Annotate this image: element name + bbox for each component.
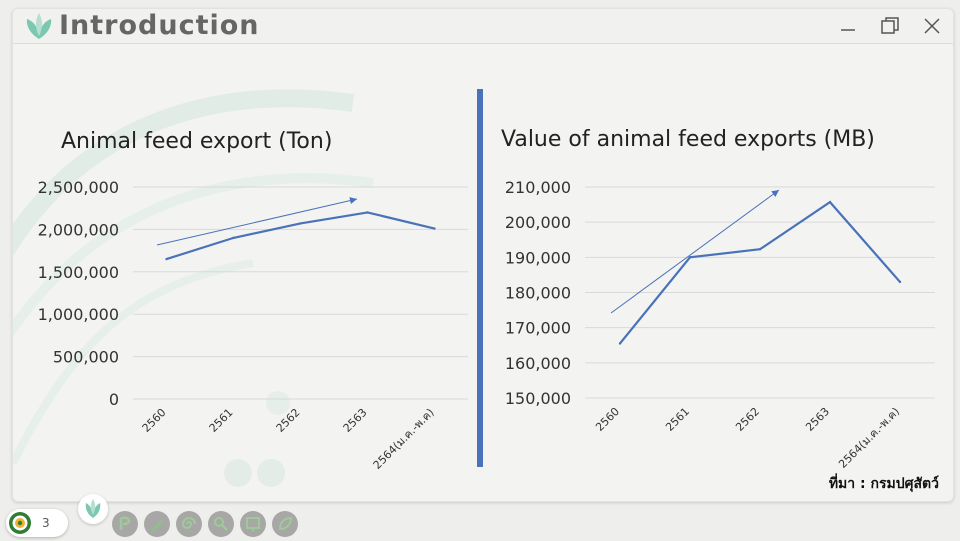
data-point [232,236,235,240]
close-button[interactable] [921,15,943,37]
screen-icon [246,517,260,531]
right-chart-title: Value of animal feed exports (MB) [501,127,875,152]
left-chart-title: Animal feed export (Ton) [61,129,333,154]
y-tick-label: 0 [109,390,119,409]
x-tick-label: 2560 [140,406,169,435]
data-point [758,248,762,251]
magnifier-icon [214,517,228,531]
floating-leaf-button[interactable] [78,494,108,524]
restore-button[interactable] [879,15,901,37]
pencil-tool-button[interactable] [144,511,170,537]
data-point [299,222,302,225]
x-tick-label: 2561 [207,406,236,435]
y-tick-label: 190,000 [505,248,571,267]
minimize-icon [841,29,855,31]
slide-window: Introduction Animal feed export (Ton) Va… [12,8,954,502]
source-note: ที่มา : กรมปศุสัตว์ [828,476,939,492]
x-tick-label: 2562 [274,406,303,435]
x-tick-label: 2564(ม.ค.-พ.ค) [836,405,902,471]
data-point [165,257,168,261]
pencil-icon [151,520,163,532]
y-tick-label: 170,000 [505,319,571,338]
zoom-tool-button[interactable] [208,511,234,537]
right-line-chart: 150,000 160,000 170,000 180,000 190,000 200,0… [505,178,935,471]
page-indicator[interactable]: 3 [6,509,68,537]
spiral-icon [181,517,196,529]
series-line [166,211,435,261]
leaf-icon [85,499,101,518]
x-tick-label: 2563 [341,406,370,435]
department-seal-icon [9,512,31,534]
y-tick-label: 160,000 [505,354,571,373]
x-tick-label: 2560 [593,405,622,434]
page-number: 3 [42,516,50,530]
pen-tool-button[interactable] [112,511,138,537]
trend-arrow-line [156,198,358,246]
series-line [619,200,901,345]
y-tick-label: 150,000 [505,389,571,408]
minimize-button[interactable] [837,15,859,37]
leaf-nav-icon [278,516,293,531]
y-tick-label: 500,000 [53,348,119,367]
screen-tool-button[interactable] [240,511,266,537]
x-tick-label: 2561 [663,405,692,434]
data-point [366,211,369,214]
pen-icon [119,516,131,530]
x-tick-label: 2562 [733,405,762,434]
y-tick-label: 210,000 [505,178,571,197]
data-point [828,200,832,204]
data-point [433,227,436,230]
trend-arrow-head [771,190,779,197]
bottom-toolbar: 3 [0,500,960,540]
leaf-logo-icon [26,13,52,39]
trend-arrow-head [349,197,357,204]
data-point [898,280,902,284]
data-point [688,256,692,259]
data-point [618,342,622,345]
slide-title: Introduction [59,10,260,41]
chart-divider [477,89,483,467]
restore-icon [881,17,899,34]
y-tick-label: 1,000,000 [38,305,119,324]
left-line-chart: 0 500,000 1,000,000 1,500,000 2,000,000 2,500… [38,178,468,472]
title-bar: Introduction [13,9,953,44]
leaf-tool-button[interactable] [272,511,298,537]
y-tick-label: 200,000 [505,213,571,232]
y-tick-label: 180,000 [505,284,571,303]
x-tick-label: 2563 [803,405,832,434]
close-icon [924,18,940,34]
y-tick-label: 2,500,000 [38,178,119,197]
y-tick-label: 2,000,000 [38,220,119,239]
y-tick-label: 1,500,000 [38,263,119,282]
x-tick-label: 2564(ม.ค.-พ.ค) [371,406,437,472]
spiral-tool-button[interactable] [176,511,202,537]
trend-arrow-line [610,189,780,314]
